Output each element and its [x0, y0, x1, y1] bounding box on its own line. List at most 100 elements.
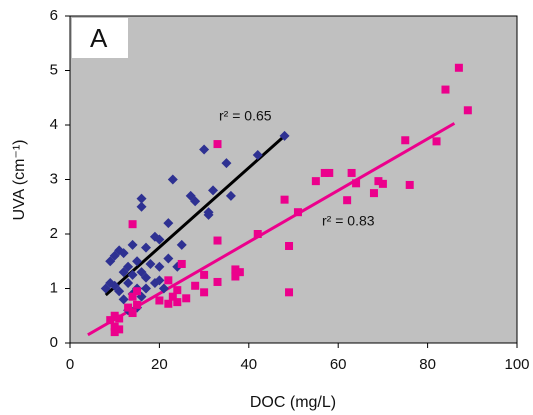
- x-tick-label: 40: [240, 356, 257, 373]
- panel-label-box: [72, 18, 128, 58]
- diamond-point: [158, 283, 169, 294]
- diamond-point: [252, 149, 263, 160]
- square-point: [177, 259, 186, 268]
- square-point: [164, 299, 173, 308]
- x-tick-label: 100: [504, 356, 529, 373]
- y-axis-label: UVA (cm⁻¹): [11, 139, 28, 220]
- square-point: [200, 270, 209, 279]
- square-point: [320, 168, 329, 177]
- square-point: [405, 180, 414, 189]
- diamond-point: [105, 256, 116, 267]
- diamond-point: [118, 267, 129, 278]
- diamond-point: [154, 234, 165, 245]
- square-point: [231, 272, 240, 281]
- diamond-point: [118, 294, 129, 305]
- square-point: [253, 230, 262, 238]
- square-point: [369, 189, 378, 198]
- diamond-point: [208, 185, 219, 196]
- diamond-point: [140, 283, 151, 294]
- square-point: [463, 106, 472, 115]
- square-point: [347, 168, 356, 177]
- square-point: [213, 140, 222, 149]
- diamond-point: [127, 269, 138, 280]
- y-tick-label: 2: [50, 225, 58, 242]
- diamond-point: [199, 144, 210, 155]
- diamond-point: [163, 218, 174, 229]
- x-tick-label: 0: [66, 356, 74, 373]
- square-point: [200, 288, 209, 297]
- diamond-point: [154, 261, 165, 272]
- diamond-point: [118, 248, 129, 259]
- diamond-point: [203, 209, 214, 220]
- x-axis-label: DOC (mg/L): [250, 394, 336, 411]
- square-point: [164, 276, 173, 285]
- diamond-point: [114, 286, 125, 297]
- square-point: [182, 294, 191, 303]
- square-point: [378, 179, 387, 188]
- square-point: [441, 85, 450, 94]
- square-point: [352, 179, 361, 188]
- square-point: [168, 292, 177, 301]
- square-point: [280, 195, 289, 204]
- r2-annotation: r² = 0.65: [219, 108, 272, 124]
- diamond-point: [190, 196, 201, 207]
- panel-label: A: [90, 23, 108, 53]
- square-point: [115, 325, 124, 334]
- diamond-point: [176, 239, 187, 250]
- square-point: [401, 136, 410, 145]
- diamond-point: [127, 239, 138, 250]
- trend-line: [87, 122, 456, 337]
- diamond-point: [154, 275, 165, 286]
- diamond-point: [136, 193, 147, 204]
- diamond-point: [136, 201, 147, 212]
- square-point: [311, 177, 320, 186]
- square-point: [293, 208, 302, 217]
- diamond-point: [163, 253, 174, 264]
- square-point: [173, 286, 182, 295]
- square-point: [343, 196, 352, 205]
- square-point: [110, 322, 119, 331]
- square-point: [128, 220, 137, 229]
- square-point: [213, 236, 222, 245]
- square-point: [106, 316, 115, 325]
- y-tick-label: 4: [50, 116, 58, 133]
- square-point: [191, 281, 200, 290]
- square-point: [133, 287, 142, 296]
- square-point: [173, 298, 182, 307]
- trend-line: [104, 134, 286, 297]
- square-point: [128, 292, 137, 301]
- x-tick-label: 20: [151, 356, 168, 373]
- square-point: [115, 314, 124, 323]
- square-point: [231, 265, 240, 274]
- square-point: [235, 268, 244, 277]
- r2-annotation: r² = 0.83: [322, 213, 375, 229]
- square-point: [213, 277, 222, 286]
- square-point: [128, 309, 137, 318]
- square-point: [124, 303, 133, 312]
- square-point: [285, 241, 294, 250]
- diamond-point: [221, 158, 232, 169]
- y-tick-label: 0: [50, 334, 58, 351]
- y-tick-label: 1: [50, 279, 58, 296]
- y-tick-label: 3: [50, 170, 58, 187]
- y-tick-label: 6: [50, 7, 58, 24]
- square-point: [133, 300, 142, 309]
- square-point: [155, 296, 164, 305]
- square-point: [110, 311, 119, 320]
- diamond-point: [279, 130, 290, 141]
- diamond-point: [225, 190, 236, 201]
- diamond-point: [132, 256, 143, 267]
- diamond-point: [100, 283, 111, 294]
- x-tick-label: 80: [419, 356, 436, 373]
- diamond-point: [123, 278, 134, 289]
- square-point: [454, 63, 463, 72]
- diamond-point: [145, 258, 156, 269]
- square-point: [432, 137, 441, 146]
- square-point: [325, 168, 334, 177]
- diamond-point: [140, 242, 151, 253]
- square-point: [110, 328, 119, 337]
- square-point: [285, 288, 294, 297]
- diamond-point: [167, 174, 178, 185]
- y-tick-label: 5: [50, 61, 58, 78]
